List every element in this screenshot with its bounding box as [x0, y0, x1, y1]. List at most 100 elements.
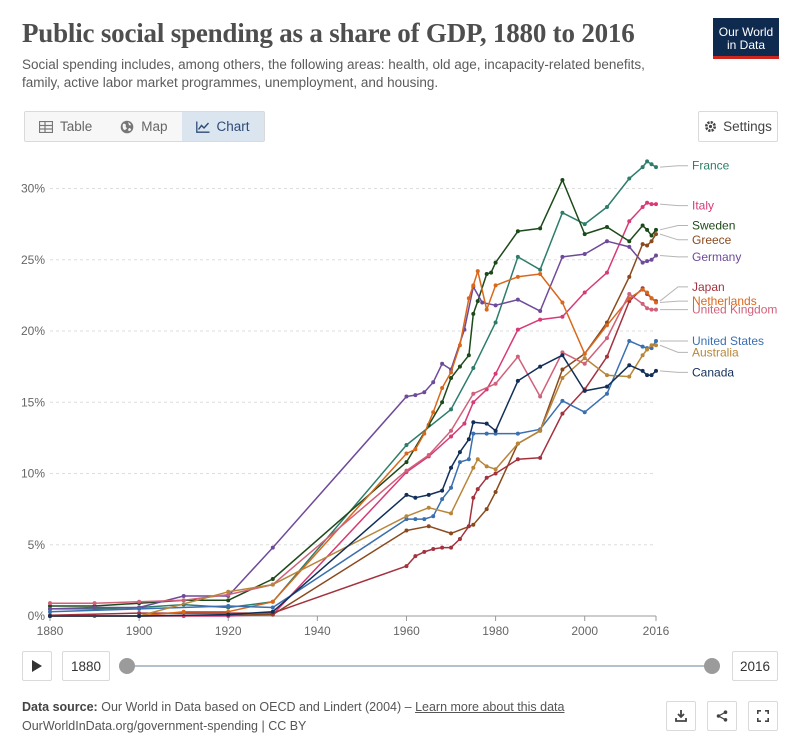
- data-point-france[interactable]: [493, 320, 498, 325]
- data-point-germany[interactable]: [48, 606, 52, 611]
- data-point-australia[interactable]: [471, 465, 476, 470]
- series-line-japan[interactable]: [49, 287, 657, 617]
- series-line-germany[interactable]: [49, 240, 657, 610]
- series-line-united-kingdom[interactable]: [50, 293, 656, 604]
- data-point-italy[interactable]: [640, 205, 645, 210]
- data-point-united-states[interactable]: [449, 485, 454, 490]
- data-point-united-states[interactable]: [471, 431, 476, 436]
- data-point-united-kingdom[interactable]: [471, 391, 476, 396]
- data-point-greece[interactable]: [484, 507, 489, 512]
- data-point-united-kingdom[interactable]: [226, 592, 231, 597]
- data-point-united-kingdom[interactable]: [426, 452, 431, 457]
- data-point-netherlands[interactable]: [270, 599, 275, 604]
- data-point-united-kingdom[interactable]: [538, 394, 543, 399]
- data-point-united-states[interactable]: [457, 460, 462, 465]
- data-point-italy[interactable]: [604, 270, 609, 275]
- legend-label-germany[interactable]: Germany: [692, 250, 741, 264]
- data-point-japan[interactable]: [449, 545, 454, 550]
- data-point-germany[interactable]: [431, 380, 436, 385]
- data-point-france[interactable]: [640, 165, 645, 170]
- data-point-germany[interactable]: [270, 545, 275, 550]
- data-point-italy[interactable]: [582, 290, 587, 295]
- data-point-germany[interactable]: [404, 394, 409, 399]
- data-point-sweden[interactable]: [649, 233, 654, 238]
- data-point-canada[interactable]: [48, 614, 52, 618]
- data-point-united-states[interactable]: [640, 344, 645, 349]
- share-button[interactable]: [707, 701, 737, 731]
- data-point-netherlands[interactable]: [515, 274, 520, 279]
- legend-label-japan[interactable]: Japan: [692, 280, 725, 294]
- data-point-netherlands[interactable]: [560, 300, 565, 305]
- data-point-italy[interactable]: [538, 317, 543, 322]
- data-point-united-kingdom[interactable]: [649, 307, 654, 312]
- data-point-united-kingdom[interactable]: [404, 468, 409, 473]
- data-point-germany[interactable]: [480, 300, 485, 305]
- data-point-australia[interactable]: [640, 353, 645, 358]
- data-point-australia[interactable]: [654, 343, 658, 348]
- data-point-canada[interactable]: [471, 420, 476, 425]
- data-point-sweden[interactable]: [457, 364, 462, 369]
- data-point-canada[interactable]: [413, 495, 418, 500]
- data-point-united-states[interactable]: [466, 457, 471, 462]
- data-point-netherlands[interactable]: [440, 386, 445, 390]
- data-point-united-kingdom[interactable]: [645, 306, 650, 311]
- data-point-germany[interactable]: [582, 252, 587, 257]
- data-point-netherlands[interactable]: [645, 290, 650, 295]
- legend-label-united-kingdom[interactable]: United Kingdom: [692, 303, 777, 317]
- data-point-germany[interactable]: [92, 605, 97, 610]
- data-point-greece[interactable]: [654, 232, 658, 237]
- data-point-sweden[interactable]: [440, 400, 445, 405]
- data-point-italy[interactable]: [649, 202, 654, 207]
- data-point-united-kingdom[interactable]: [627, 291, 632, 296]
- data-point-australia[interactable]: [582, 356, 587, 361]
- data-point-greece[interactable]: [426, 524, 431, 529]
- data-point-united-kingdom[interactable]: [493, 381, 498, 386]
- data-point-canada[interactable]: [649, 373, 654, 378]
- data-point-canada[interactable]: [515, 378, 520, 383]
- data-point-united-states[interactable]: [226, 604, 231, 609]
- data-point-netherlands[interactable]: [654, 300, 658, 305]
- data-point-japan[interactable]: [471, 495, 476, 500]
- data-point-sweden[interactable]: [489, 270, 494, 275]
- data-point-sweden[interactable]: [582, 232, 587, 237]
- data-point-france[interactable]: [645, 159, 650, 164]
- data-point-united-kingdom[interactable]: [640, 301, 645, 306]
- data-point-germany[interactable]: [515, 297, 520, 302]
- data-point-united-kingdom[interactable]: [181, 598, 186, 603]
- series-line-australia[interactable]: [50, 344, 656, 617]
- data-point-france[interactable]: [538, 267, 543, 272]
- data-point-united-kingdom[interactable]: [48, 601, 52, 606]
- data-point-france[interactable]: [449, 407, 454, 412]
- data-point-australia[interactable]: [226, 589, 231, 594]
- data-point-france[interactable]: [582, 222, 587, 227]
- data-point-canada[interactable]: [270, 609, 275, 614]
- data-point-greece[interactable]: [649, 239, 654, 244]
- data-point-canada[interactable]: [538, 364, 543, 369]
- data-point-netherlands[interactable]: [493, 283, 498, 288]
- data-point-australia[interactable]: [449, 511, 454, 516]
- data-point-greece[interactable]: [627, 274, 632, 279]
- settings-button[interactable]: Settings: [698, 111, 778, 142]
- data-point-sweden[interactable]: [604, 224, 609, 229]
- data-point-australia[interactable]: [493, 467, 498, 472]
- data-point-germany[interactable]: [560, 254, 565, 259]
- data-point-germany[interactable]: [181, 594, 186, 599]
- data-point-italy[interactable]: [560, 314, 565, 319]
- timeline-start-handle[interactable]: [119, 658, 135, 674]
- data-point-sweden[interactable]: [466, 353, 471, 358]
- data-point-sweden[interactable]: [560, 177, 565, 182]
- data-point-canada[interactable]: [484, 421, 489, 426]
- fullscreen-button[interactable]: [748, 701, 778, 731]
- legend-label-united-states[interactable]: United States: [692, 334, 764, 348]
- data-point-united-states[interactable]: [431, 514, 436, 519]
- data-point-netherlands[interactable]: [471, 283, 476, 288]
- data-point-netherlands[interactable]: [449, 370, 454, 375]
- data-point-united-states[interactable]: [515, 431, 520, 436]
- data-point-greece[interactable]: [404, 528, 409, 533]
- data-point-canada[interactable]: [449, 465, 454, 470]
- legend-label-australia[interactable]: Australia: [692, 345, 739, 359]
- data-point-germany[interactable]: [440, 361, 445, 366]
- data-point-canada[interactable]: [493, 428, 498, 433]
- series-line-united-states[interactable]: [49, 340, 657, 613]
- data-point-netherlands[interactable]: [431, 410, 436, 415]
